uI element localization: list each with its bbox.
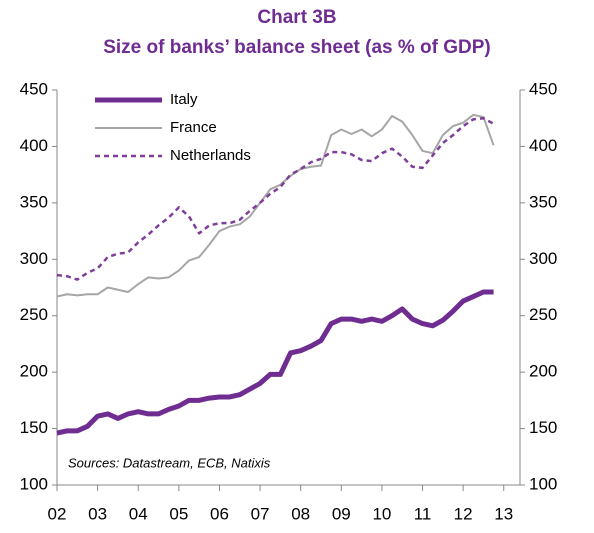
- y-tick-label: 350: [20, 192, 48, 211]
- x-tick-label: 13: [494, 504, 513, 523]
- y2-tick-label: 250: [529, 305, 557, 324]
- x-tick-label: 12: [454, 504, 473, 523]
- x-tick-label: 04: [129, 504, 148, 523]
- y-tick-label: 250: [20, 305, 48, 324]
- legend-label: Italy: [170, 91, 198, 108]
- y2-tick-label: 150: [529, 418, 557, 437]
- y2-tick-label: 300: [529, 249, 557, 268]
- y2-tick-label: 450: [529, 79, 557, 98]
- y-tick-label: 400: [20, 136, 48, 155]
- x-tick-label: 05: [169, 504, 188, 523]
- x-tick-label: 07: [251, 504, 270, 523]
- y2-tick-label: 350: [529, 192, 557, 211]
- x-tick-label: 10: [372, 504, 391, 523]
- source-note: Sources: Datastream, ECB, Natixis: [68, 455, 271, 470]
- chart-subtitle: Size of banks’ balance sheet (as % of GD…: [103, 37, 491, 58]
- y-tick-label: 450: [20, 79, 48, 98]
- x-tick-label: 08: [291, 504, 310, 523]
- y-tick-label: 300: [20, 249, 48, 268]
- line-series: [56, 289, 494, 436]
- legend-label: Netherlands: [170, 147, 251, 164]
- x-tick-label: 03: [88, 504, 107, 523]
- chart-title: Chart 3B: [257, 7, 336, 28]
- y-tick-label: 100: [20, 474, 48, 493]
- y-tick-label: 150: [20, 418, 48, 437]
- line-series: [56, 116, 495, 281]
- line-series: [56, 113, 495, 298]
- y2-tick-label: 100: [529, 474, 557, 493]
- y-tick-label: 200: [20, 362, 48, 381]
- legend-label: France: [170, 119, 217, 136]
- x-tick-label: 09: [332, 504, 351, 523]
- y2-tick-label: 200: [529, 362, 557, 381]
- y2-tick-label: 400: [529, 136, 557, 155]
- x-tick-label: 11: [414, 504, 432, 523]
- x-tick-label: 02: [48, 504, 67, 523]
- x-tick-label: 06: [210, 504, 229, 523]
